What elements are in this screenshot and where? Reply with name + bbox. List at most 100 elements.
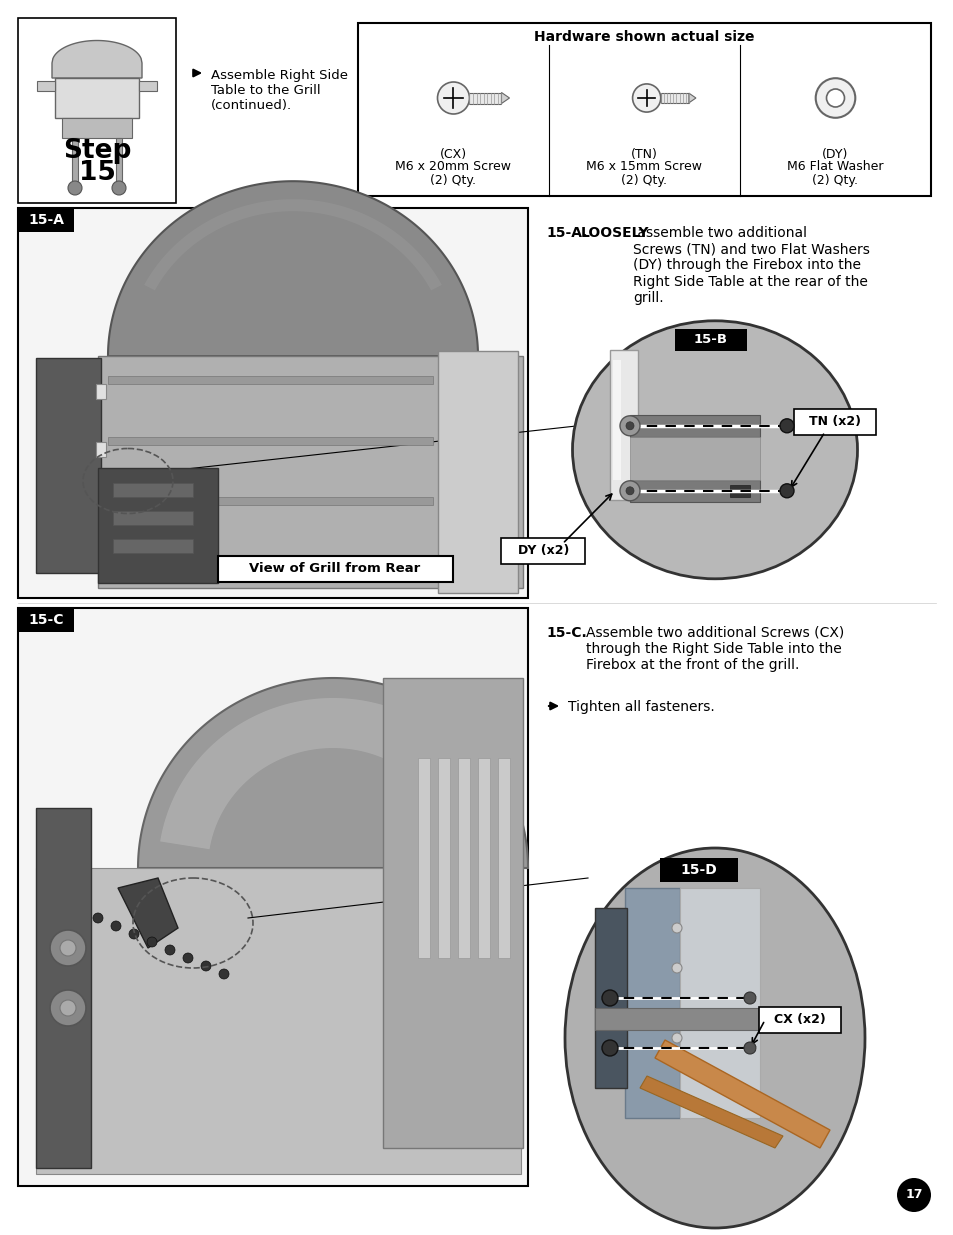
Text: (2) Qty.: (2) Qty.: [812, 174, 858, 186]
Circle shape: [743, 992, 755, 1004]
Circle shape: [780, 419, 793, 432]
Circle shape: [601, 1040, 618, 1056]
Bar: [477, 758, 490, 958]
Bar: [457, 758, 470, 958]
Text: 15-C.: 15-C.: [545, 626, 586, 640]
Bar: [108, 558, 433, 566]
Bar: [36, 358, 101, 573]
Bar: [659, 858, 738, 882]
Circle shape: [111, 921, 121, 931]
Bar: [18, 608, 527, 1186]
Bar: [497, 758, 510, 958]
Polygon shape: [629, 437, 760, 480]
Text: Hardware shown actual size: Hardware shown actual size: [534, 30, 754, 44]
Circle shape: [437, 82, 469, 114]
Bar: [112, 538, 193, 553]
Bar: [18, 207, 74, 232]
Bar: [629, 480, 760, 501]
Bar: [357, 23, 930, 196]
Polygon shape: [118, 878, 178, 948]
Text: M6 x 20mm Screw: M6 x 20mm Screw: [395, 161, 511, 173]
Circle shape: [183, 953, 193, 963]
Circle shape: [671, 1032, 681, 1044]
Bar: [96, 442, 106, 457]
Bar: [98, 468, 218, 583]
Text: (TN): (TN): [630, 148, 658, 161]
Text: 17: 17: [904, 1188, 922, 1202]
Circle shape: [625, 487, 634, 495]
Bar: [469, 93, 501, 104]
Text: Step: Step: [63, 138, 132, 164]
Circle shape: [671, 923, 681, 932]
Circle shape: [780, 484, 793, 498]
Bar: [595, 1008, 794, 1030]
Circle shape: [60, 940, 76, 956]
Circle shape: [50, 990, 86, 1026]
FancyBboxPatch shape: [759, 1007, 841, 1032]
Circle shape: [671, 963, 681, 973]
Circle shape: [632, 84, 660, 112]
Text: 15-A: 15-A: [28, 212, 64, 227]
Text: (DY): (DY): [821, 148, 848, 161]
Bar: [613, 359, 620, 480]
Bar: [108, 498, 433, 505]
Text: TN (x2): TN (x2): [808, 415, 861, 429]
Circle shape: [60, 1000, 76, 1016]
Circle shape: [165, 945, 174, 955]
Circle shape: [147, 937, 157, 947]
Circle shape: [896, 1178, 930, 1212]
Text: M6 Flat Washer: M6 Flat Washer: [786, 161, 882, 173]
Text: Assemble Right Side
Table to the Grill
(continued).: Assemble Right Side Table to the Grill (…: [211, 69, 348, 112]
Bar: [71, 138, 78, 183]
Bar: [437, 758, 450, 958]
Text: M6 x 15mm Screw: M6 x 15mm Screw: [586, 161, 701, 173]
Polygon shape: [639, 1076, 782, 1149]
Polygon shape: [655, 1040, 829, 1149]
Text: View of Grill from Rear: View of Grill from Rear: [249, 562, 420, 576]
Bar: [139, 82, 157, 91]
Circle shape: [743, 1042, 755, 1053]
Text: 15-B: 15-B: [693, 333, 727, 346]
Bar: [112, 511, 193, 525]
Bar: [116, 138, 122, 183]
Text: Tighten all fasteners.: Tighten all fasteners.: [567, 700, 714, 714]
Circle shape: [619, 416, 639, 436]
Text: CX (x2): CX (x2): [773, 1014, 825, 1026]
Circle shape: [825, 89, 843, 107]
Bar: [36, 808, 91, 1168]
FancyBboxPatch shape: [793, 409, 875, 435]
Circle shape: [619, 480, 639, 501]
Bar: [629, 415, 760, 437]
Polygon shape: [501, 93, 509, 104]
Circle shape: [112, 182, 126, 195]
Bar: [18, 19, 175, 203]
Bar: [55, 78, 139, 119]
Circle shape: [50, 930, 86, 966]
Bar: [36, 868, 520, 1174]
Bar: [675, 329, 746, 351]
Polygon shape: [688, 93, 695, 103]
Circle shape: [815, 78, 855, 117]
Bar: [62, 119, 132, 138]
Bar: [437, 351, 517, 593]
Text: Assemble two additional Screws (CX)
through the Right Side Table into the
Firebo: Assemble two additional Screws (CX) thro…: [585, 626, 843, 672]
Text: assemble two additional
Screws (TN) and two Flat Washers
(DY) through the Firebo: assemble two additional Screws (TN) and …: [633, 226, 869, 305]
Bar: [417, 758, 430, 958]
Text: 15: 15: [78, 161, 115, 186]
Bar: [108, 437, 433, 445]
Bar: [218, 556, 453, 582]
Bar: [98, 356, 522, 588]
Circle shape: [201, 961, 211, 971]
Circle shape: [625, 422, 634, 430]
Bar: [609, 350, 638, 500]
Polygon shape: [160, 698, 505, 850]
Bar: [382, 678, 522, 1149]
Text: (2) Qty.: (2) Qty.: [620, 174, 667, 186]
Text: 15-D: 15-D: [679, 863, 717, 877]
Bar: [624, 888, 679, 1118]
Bar: [729, 485, 749, 496]
Circle shape: [129, 929, 139, 939]
Text: DY (x2): DY (x2): [517, 545, 569, 557]
FancyBboxPatch shape: [501, 537, 585, 564]
Ellipse shape: [572, 321, 857, 579]
